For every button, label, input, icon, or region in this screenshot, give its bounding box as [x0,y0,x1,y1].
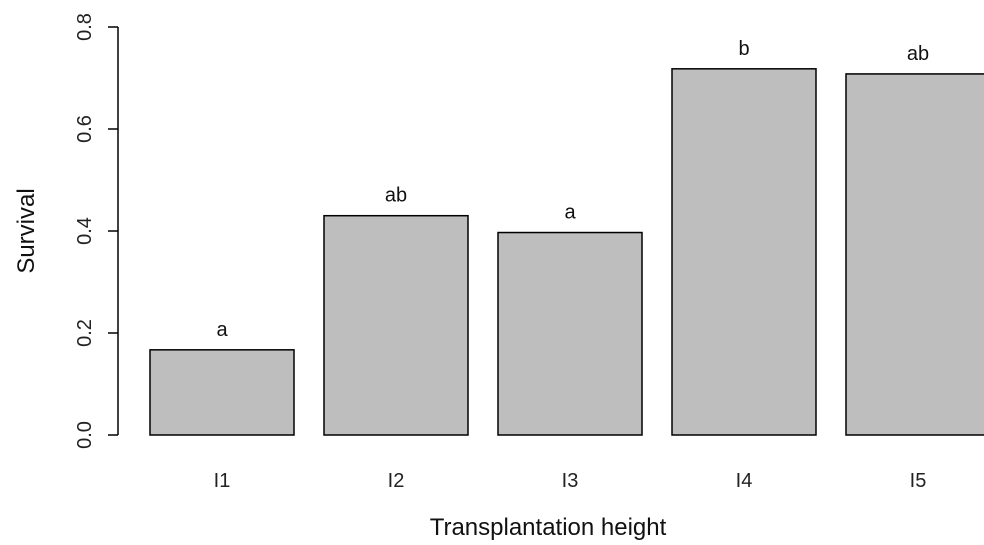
x-tick-label: I1 [214,470,231,492]
y-tick-label: 0.2 [74,319,96,347]
x-axis-title: Transplantation height [430,514,667,541]
bar-i3 [497,231,643,436]
bar-i4 [671,68,817,436]
y-tick-label: 0.6 [74,115,96,143]
x-tick-labels: I1 I2 I3 I4 I5 [214,470,927,492]
x-tick-label: I4 [736,470,753,492]
significance-label: a [216,319,228,341]
x-tick-label: I3 [562,470,579,492]
bar-i1 [149,349,295,436]
y-tick-label: 0.8 [74,13,96,41]
x-tick-label: I2 [388,470,405,492]
y-axis: 0.0 0.2 0.4 0.6 0.8 [74,13,119,449]
y-tick-label: 0.0 [74,421,96,449]
x-tick-label: I5 [910,470,927,492]
significance-label: b [738,38,749,60]
y-tick-label: 0.4 [74,217,96,245]
significance-label: ab [907,43,929,65]
bar-i2 [323,214,469,436]
bars [149,68,984,436]
bar-i5 [845,73,984,436]
significance-label: a [564,202,576,224]
significance-label: ab [385,185,407,207]
y-axis-title: Survival [13,188,40,273]
